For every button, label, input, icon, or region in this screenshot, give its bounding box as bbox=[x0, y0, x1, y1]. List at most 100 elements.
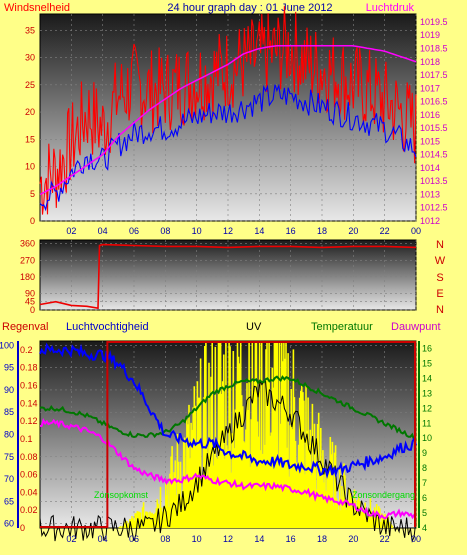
humidity-tick-label: 90 bbox=[4, 385, 14, 395]
climate-ticks: 606570758085909510000.020.040.060.080.10… bbox=[0, 340, 432, 533]
dewpoint-series bbox=[39, 418, 417, 520]
pressure-tick-label: 1016.5 bbox=[420, 97, 448, 107]
temperature-tick-label: 9 bbox=[422, 448, 427, 458]
humidity-tick-label: 65 bbox=[4, 496, 14, 506]
rain-tick-label: 0.04 bbox=[20, 487, 38, 497]
temperature-tick-label: 4 bbox=[422, 523, 427, 533]
temperature-tick-label: 7 bbox=[422, 478, 427, 488]
x-tick-label: 02 bbox=[66, 226, 76, 236]
x-tick-label: 14 bbox=[254, 226, 264, 236]
rain-tick-label: 0.06 bbox=[20, 470, 38, 480]
pressure-tick-label: 1012.5 bbox=[420, 203, 448, 213]
temperature-tick-label: 13 bbox=[422, 388, 432, 398]
pressure-axis-title: Luchtdruk bbox=[366, 2, 415, 14]
wind-direction-series bbox=[39, 243, 417, 310]
rain-tick-label: 0.1 bbox=[20, 434, 33, 444]
direction-letter-n2: N bbox=[436, 304, 444, 316]
pressure-ticks: 1012 1012.5 1013 1013.5 1014 1014.5 1015 1015.5… bbox=[420, 17, 448, 226]
x-tick-label: 06 bbox=[129, 534, 139, 544]
wind-speed-tick-label: 0 bbox=[30, 216, 35, 226]
x-tick-label: 18 bbox=[317, 534, 327, 544]
solar-series bbox=[39, 379, 417, 543]
x-tick-label: 18 bbox=[317, 226, 327, 236]
x-tick-label: 16 bbox=[286, 226, 296, 236]
direction-letter-w: W bbox=[435, 255, 446, 267]
pressure-tick-label: 1013 bbox=[420, 189, 440, 199]
temperature-tick-label: 15 bbox=[422, 358, 432, 368]
temperature-tick-label: 8 bbox=[422, 463, 427, 473]
wind-direction-series bbox=[39, 243, 417, 310]
wind-direction-tick-label: 180 bbox=[20, 272, 35, 282]
temperature-axis-title: Temperatuur bbox=[311, 321, 373, 333]
pressure-tick-label: 1019 bbox=[420, 30, 440, 40]
sunrise-label: Zonsopkomst bbox=[94, 490, 149, 500]
rain-tick-label: 0.18 bbox=[20, 363, 38, 373]
sunset-label: Zonsondergang bbox=[352, 490, 415, 500]
dewpoint-axis-title: Dauwpunt bbox=[391, 321, 441, 333]
x-tick-label: 00 bbox=[411, 226, 421, 236]
rain-tick-label: 0.16 bbox=[20, 381, 38, 391]
wind-direction-grid bbox=[40, 240, 417, 311]
temperature-tick-label: 11 bbox=[422, 418, 431, 428]
x-tick-label: 20 bbox=[348, 534, 358, 544]
temperature-tick-label: 12 bbox=[422, 403, 432, 413]
humidity-axis-title: Luchtvochtigheid bbox=[66, 321, 149, 333]
pressure-tick-label: 1018.5 bbox=[420, 44, 448, 54]
temperature-tick-label: 14 bbox=[422, 373, 432, 383]
pressure-tick-label: 1017 bbox=[420, 83, 440, 93]
pressure-tick-label: 1019.5 bbox=[420, 17, 448, 27]
temperature-tick-label: 16 bbox=[422, 343, 432, 353]
x-tick-label: 12 bbox=[223, 534, 233, 544]
pressure-tick-label: 1017.5 bbox=[420, 70, 448, 80]
x-tick-label: 10 bbox=[192, 534, 202, 544]
pressure-tick-label: 1015.5 bbox=[420, 123, 448, 133]
pressure-tick-label: 1016 bbox=[420, 110, 440, 120]
humidity-tick-label: 75 bbox=[4, 452, 14, 462]
x-tick-label: 16 bbox=[286, 534, 296, 544]
wind-speed-tick-label: 25 bbox=[25, 80, 35, 90]
rain-tick-label: 0.2 bbox=[20, 345, 33, 355]
wind-speed-axis-title: Windsnelheid bbox=[4, 2, 70, 14]
x-tick-label: 04 bbox=[98, 534, 108, 544]
wind-speed-tick-label: 20 bbox=[25, 107, 35, 117]
x-tick-label: 22 bbox=[380, 534, 390, 544]
wind-gust-series bbox=[39, 6, 417, 215]
wind-speed-tick-label: 10 bbox=[25, 162, 35, 172]
wind-direction-tick-label: 90 bbox=[25, 288, 35, 298]
temperature-tick-label: 10 bbox=[422, 433, 432, 443]
rain-tick-label: 0.12 bbox=[20, 416, 38, 426]
x-tick-label: 22 bbox=[380, 226, 390, 236]
pressure-series bbox=[39, 45, 417, 196]
pressure-tick-label: 1015 bbox=[420, 136, 440, 146]
temperature-tick-label: 5 bbox=[422, 508, 427, 518]
climate-x-ticks: 02 04 06 08 10 12 14 16 18 20 22 00 bbox=[66, 534, 421, 544]
pressure-tick-label: 1014.5 bbox=[420, 150, 448, 160]
wind-speed-tick-label: 35 bbox=[25, 25, 35, 35]
pressure-tick-label: 1014 bbox=[420, 163, 440, 173]
wind-direction-tick-label: 0 bbox=[30, 305, 35, 315]
x-tick-label: 08 bbox=[160, 534, 170, 544]
climate-series bbox=[39, 341, 417, 543]
wind-speed-ticks: 0 5 10 15 20 25 30 35 bbox=[25, 25, 35, 226]
temperature-series bbox=[39, 375, 417, 442]
wind-speed-tick-label: 5 bbox=[30, 189, 35, 199]
uv-series bbox=[118, 341, 394, 528]
x-tick-label: 10 bbox=[192, 226, 202, 236]
x-tick-label: 02 bbox=[66, 534, 76, 544]
wind-pressure-x-ticks: 02 04 06 08 10 12 14 16 18 20 22 00 bbox=[66, 226, 421, 236]
pressure-tick-label: 1018 bbox=[420, 57, 440, 67]
wind-direction-tick-label: 45 bbox=[25, 297, 35, 307]
wind-speed-tick-label: 30 bbox=[25, 53, 35, 63]
temperature-tick-label: 6 bbox=[422, 493, 427, 503]
wind-pressure-series bbox=[39, 6, 417, 215]
humidity-tick-label: 70 bbox=[4, 474, 14, 484]
humidity-tick-label: 85 bbox=[4, 407, 14, 417]
uv-axis-title: UV bbox=[246, 321, 262, 333]
humidity-tick-label: 60 bbox=[4, 519, 14, 529]
x-tick-label: 00 bbox=[411, 534, 421, 544]
x-tick-label: 06 bbox=[129, 226, 139, 236]
direction-letter-s: S bbox=[436, 272, 443, 284]
humidity-tick-label: 100 bbox=[0, 340, 14, 350]
